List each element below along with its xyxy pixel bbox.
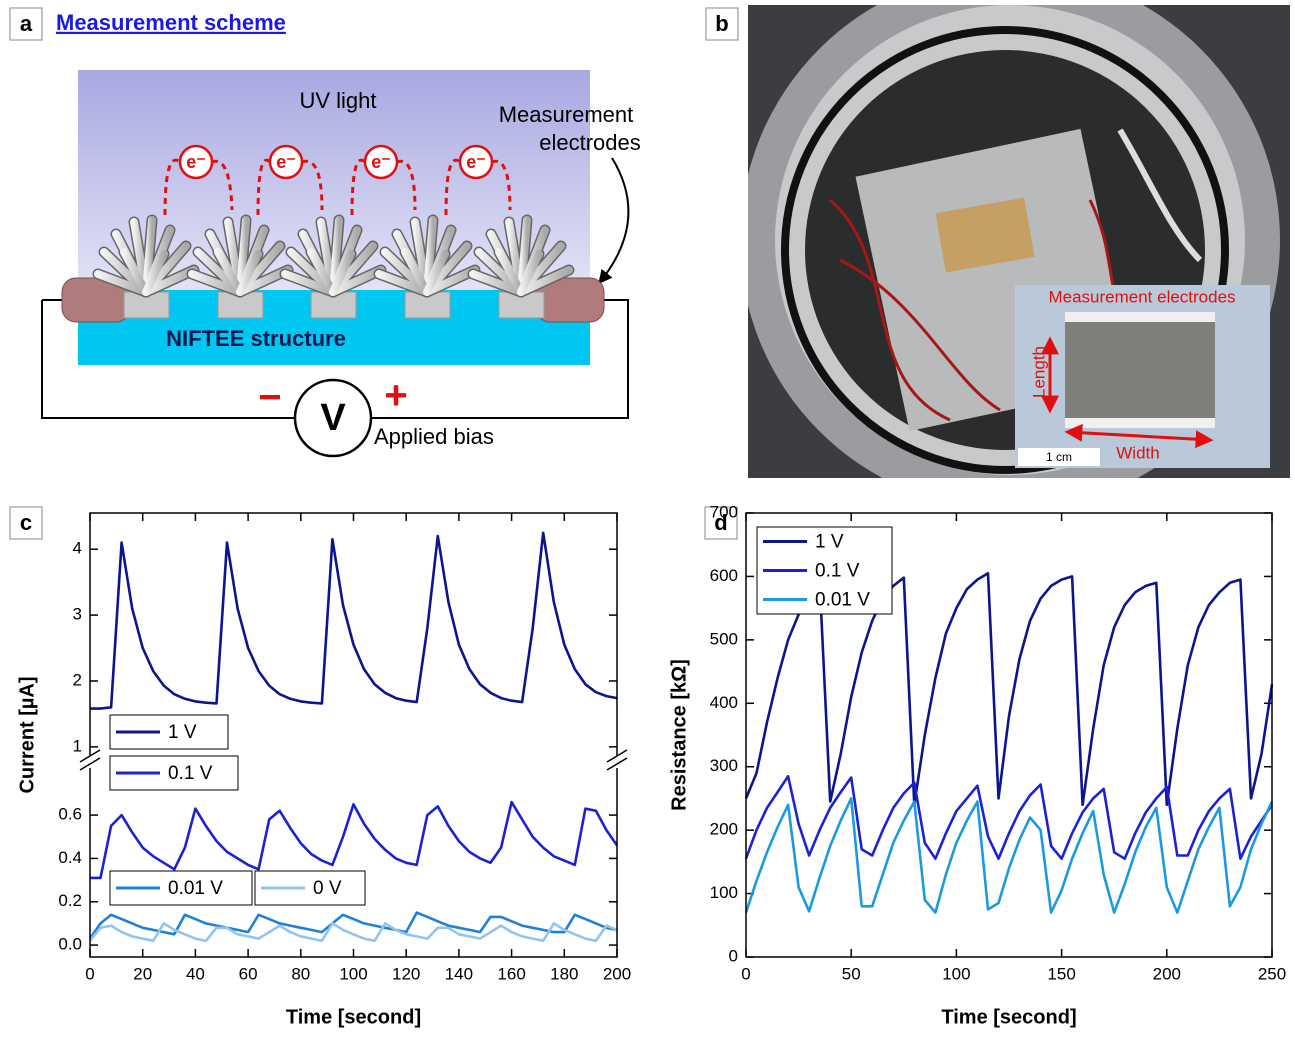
legend-label: 0.01 V: [168, 878, 223, 899]
y-tick-label: 2: [73, 670, 82, 689]
y-tick-label: 600: [710, 566, 738, 585]
minus-sign: −: [258, 376, 281, 420]
x-tick-label: 250: [1258, 964, 1286, 983]
voltmeter: [293, 378, 373, 458]
axis-break: [79, 749, 101, 763]
width-arrow: [1064, 423, 1214, 449]
y-tick-label: 3: [73, 605, 82, 624]
x-tick-label: 0: [741, 964, 750, 983]
legend-label: 1 V: [168, 722, 197, 743]
legend-label: 0.1 V: [815, 561, 860, 582]
data-line: [90, 800, 619, 880]
y-tick-label: 0.6: [58, 805, 82, 824]
panel-label: b: [715, 11, 728, 36]
y-tick-label: 300: [710, 756, 738, 775]
legend-label: 1 V: [815, 532, 844, 553]
axis-break: [614, 756, 620, 768]
data-line: [88, 922, 618, 943]
legend-label: 0.1 V: [168, 763, 213, 784]
panel-label: c: [20, 510, 32, 535]
electron-label: e⁻: [186, 152, 206, 172]
electron-label: e⁻: [371, 152, 391, 172]
inset-title: Measurement electrodes: [1048, 287, 1235, 306]
width-label: Width: [1116, 443, 1159, 462]
x-tick-label: 100: [339, 964, 367, 983]
axis-break: [606, 749, 628, 763]
panel-label-box: [705, 7, 739, 41]
electron-label: e⁻: [466, 152, 486, 172]
charts: c0 20 40 60 80 100 120 140 160 180 2000.00.20.40.6…: [9, 502, 1286, 1028]
panel-label-box: [9, 506, 43, 540]
electrodes-label: electrodes: [539, 130, 641, 155]
length-label: Length: [1029, 346, 1048, 398]
y-tick-label: 4: [73, 539, 82, 558]
x-axis-title: Time [second]: [941, 1006, 1076, 1028]
plot-frame: [745, 512, 1273, 958]
electron-label: e⁻: [276, 152, 296, 172]
y-tick-label: 0.4: [58, 848, 82, 867]
x-tick-label: 160: [497, 964, 525, 983]
y-axis-title: Resistance [kΩ]: [668, 659, 690, 811]
panel-label-box: [9, 7, 43, 41]
y-tick-label: 200: [710, 820, 738, 839]
y-tick-label: 500: [710, 629, 738, 648]
x-tick-label: 180: [550, 964, 578, 983]
photo: [748, 5, 1290, 478]
data-line: [88, 911, 618, 940]
x-tick-label: 80: [291, 964, 310, 983]
y-tick-label: 100: [710, 883, 738, 902]
voltmeter-label: V: [320, 397, 346, 439]
x-tick-label: 40: [186, 964, 205, 983]
x-tick-label: 200: [1153, 964, 1181, 983]
legend-label: 0.01 V: [815, 590, 870, 611]
data-line: [744, 572, 1274, 807]
x-tick-label: 60: [239, 964, 258, 983]
legend-label: 0 V: [313, 878, 342, 899]
panel-b: b Measurement electrodes Length Width 1 …: [705, 5, 1290, 478]
x-tick-label: 50: [842, 964, 861, 983]
data-line: [744, 774, 1274, 860]
panel-a: a Measurement scheme UV light Measuremen…: [9, 7, 641, 458]
x-axis-title: Time [second]: [286, 1006, 421, 1028]
y-tick-label: 1: [73, 736, 82, 755]
panel-label: a: [20, 11, 33, 36]
axis-break: [79, 757, 101, 771]
x-tick-label: 20: [133, 964, 152, 983]
x-tick-label: 120: [392, 964, 420, 983]
y-tick-label: 400: [710, 693, 738, 712]
axis-break: [87, 756, 93, 768]
y-tick-label: 700: [710, 502, 738, 521]
y-axis-title: Current [µA]: [16, 676, 38, 793]
electrons: [178, 144, 494, 180]
y-tick-label: 0.2: [58, 891, 82, 910]
panel-label-box: [704, 506, 738, 540]
y-tick-label: 0: [729, 946, 738, 965]
y-tick-label: 0.0: [58, 935, 82, 954]
electrodes-label: Measurement: [499, 102, 634, 127]
panel-label: d: [714, 510, 727, 535]
x-tick-label: 150: [1047, 964, 1075, 983]
data-line: [90, 531, 618, 710]
x-tick-label: 0: [85, 964, 94, 983]
electron-hops: [163, 158, 512, 216]
uv-label: UV light: [299, 88, 376, 113]
scale-bar-label: 1 cm: [1046, 450, 1072, 464]
plot-frame: [89, 512, 618, 958]
pointer-arrow: [598, 157, 630, 285]
x-tick-label: 200: [603, 964, 631, 983]
bias-label: Applied bias: [374, 424, 494, 449]
data-line: [744, 797, 1274, 914]
x-tick-label: 140: [445, 964, 473, 983]
axis-break: [606, 757, 628, 771]
plus-sign: +: [384, 374, 407, 418]
structure-label: NIFTEE structure: [166, 326, 346, 351]
x-tick-label: 100: [942, 964, 970, 983]
panel-title: Measurement scheme: [56, 10, 286, 35]
